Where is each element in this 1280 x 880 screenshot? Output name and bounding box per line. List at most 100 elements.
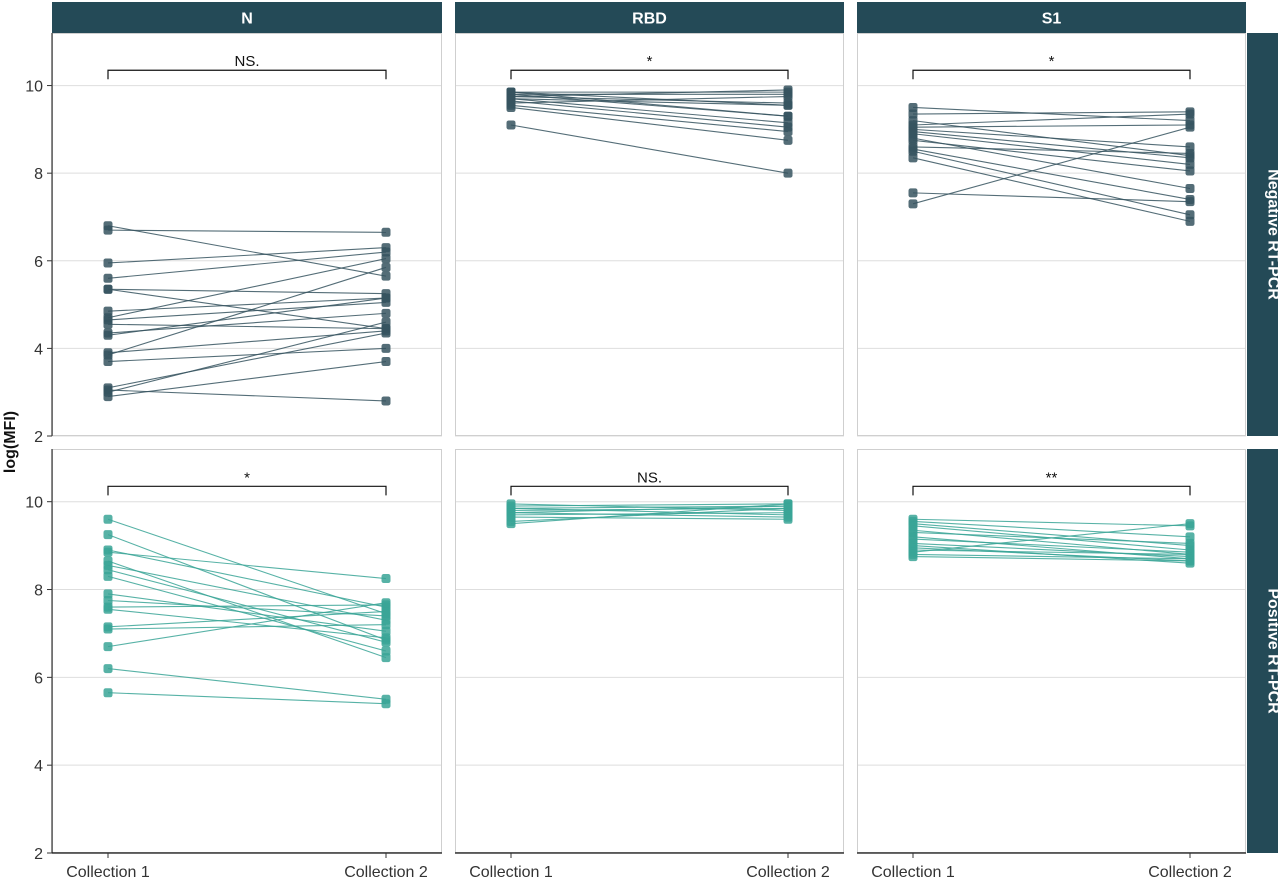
y-axes: 2 4 6 8 10 2 4 6 8 10 xyxy=(25,33,53,863)
data-point xyxy=(103,688,113,698)
pair-line xyxy=(510,124,789,174)
data-point xyxy=(381,574,391,584)
pair-line xyxy=(107,297,387,312)
pair-line xyxy=(912,542,1191,558)
x-tick-label: Collection 2 xyxy=(746,864,830,880)
strip-label-s1: S1 xyxy=(1042,11,1062,28)
panel-border xyxy=(455,33,844,436)
strip-label-n: N xyxy=(241,11,253,28)
pair-line xyxy=(107,602,387,648)
data-point xyxy=(381,262,391,272)
data-point xyxy=(381,646,391,656)
pair-line xyxy=(912,518,1191,527)
pair-line xyxy=(107,610,387,628)
pair-line xyxy=(510,505,789,509)
data-point xyxy=(103,624,113,634)
data-point xyxy=(381,308,391,318)
pair-line xyxy=(912,111,1191,115)
data-point xyxy=(783,514,793,524)
pair-line xyxy=(912,131,1191,159)
pair-line xyxy=(912,148,1191,200)
pair-line xyxy=(107,229,387,233)
strip-label-positive-rt-pcr: Positive RT-PCR xyxy=(1265,588,1280,714)
pair-line xyxy=(912,549,1191,555)
data-point xyxy=(103,664,113,674)
pair-line xyxy=(912,106,1191,122)
y-tick-label: 2 xyxy=(34,846,43,863)
pair-line xyxy=(912,520,1191,538)
data-point xyxy=(381,620,391,630)
x-tick-label: Collection 1 xyxy=(469,864,553,880)
pair-line xyxy=(510,89,789,98)
pair-line xyxy=(510,507,789,516)
significance-bracket xyxy=(912,485,1191,496)
x-axes: Collection 1 Collection 2 Collection 1 Coll… xyxy=(52,852,1246,880)
panel-border xyxy=(857,33,1246,436)
data-point xyxy=(103,225,113,235)
pair-line xyxy=(510,100,789,128)
pair-line xyxy=(510,95,789,104)
pair-line xyxy=(107,564,387,621)
pair-line xyxy=(107,251,387,279)
data-point xyxy=(103,604,113,614)
pair-line xyxy=(510,98,789,106)
data-point xyxy=(381,699,391,709)
strip-label-rbd: RBD xyxy=(632,11,667,28)
pair-line xyxy=(107,599,387,617)
pair-line xyxy=(107,575,387,652)
pair-line xyxy=(912,133,1191,165)
data-point xyxy=(381,293,391,303)
data-point xyxy=(908,552,918,562)
data-point xyxy=(103,357,113,367)
data-point xyxy=(381,396,391,406)
y-tick-label: 6 xyxy=(34,254,43,271)
significance-label: * xyxy=(244,469,250,486)
panel-n-negative-rt-pcr: NS. xyxy=(52,33,442,437)
pair-line xyxy=(107,288,387,295)
data-point xyxy=(103,273,113,283)
pair-line xyxy=(107,624,387,630)
data-point xyxy=(1185,148,1195,158)
panel-background xyxy=(455,449,844,853)
pair-line xyxy=(912,538,1191,553)
significance-bracket xyxy=(107,485,387,496)
data-point xyxy=(506,102,516,112)
strip-positive-rt-pcr xyxy=(1247,449,1278,853)
y-tick-label: 8 xyxy=(34,166,43,183)
data-point xyxy=(103,547,113,557)
pair-line xyxy=(107,288,387,330)
data-point xyxy=(1185,556,1195,566)
panels: NS. * ** NS. ** xyxy=(52,33,1246,854)
strip-s1 xyxy=(857,2,1246,33)
data-point xyxy=(1185,538,1195,548)
data-point xyxy=(1185,166,1195,176)
pair-line xyxy=(107,534,387,641)
data-point xyxy=(783,168,793,178)
panel-n-positive-rt-pcr: * xyxy=(52,449,442,854)
data-point xyxy=(103,514,113,524)
pair-line xyxy=(107,330,387,354)
pair-line xyxy=(912,553,1191,560)
data-point xyxy=(103,330,113,340)
data-point xyxy=(506,516,516,526)
pair-line xyxy=(510,507,789,523)
significance-label: NS. xyxy=(637,469,662,486)
pair-line xyxy=(912,113,1191,126)
pair-line xyxy=(107,225,387,277)
data-point xyxy=(103,258,113,268)
data-point xyxy=(783,92,793,102)
pair-line xyxy=(107,266,387,356)
pair-line xyxy=(912,523,1191,553)
pair-line xyxy=(107,247,387,264)
data-point xyxy=(103,530,113,540)
data-point xyxy=(381,357,391,367)
data-point xyxy=(381,271,391,281)
y-tick-label: 4 xyxy=(34,758,43,775)
pair-line xyxy=(107,549,387,608)
significance-label: NS. xyxy=(234,53,259,70)
significance-bracket xyxy=(510,485,789,496)
data-point xyxy=(1185,216,1195,226)
pair-line xyxy=(912,157,1191,222)
panel-background xyxy=(857,33,1246,436)
